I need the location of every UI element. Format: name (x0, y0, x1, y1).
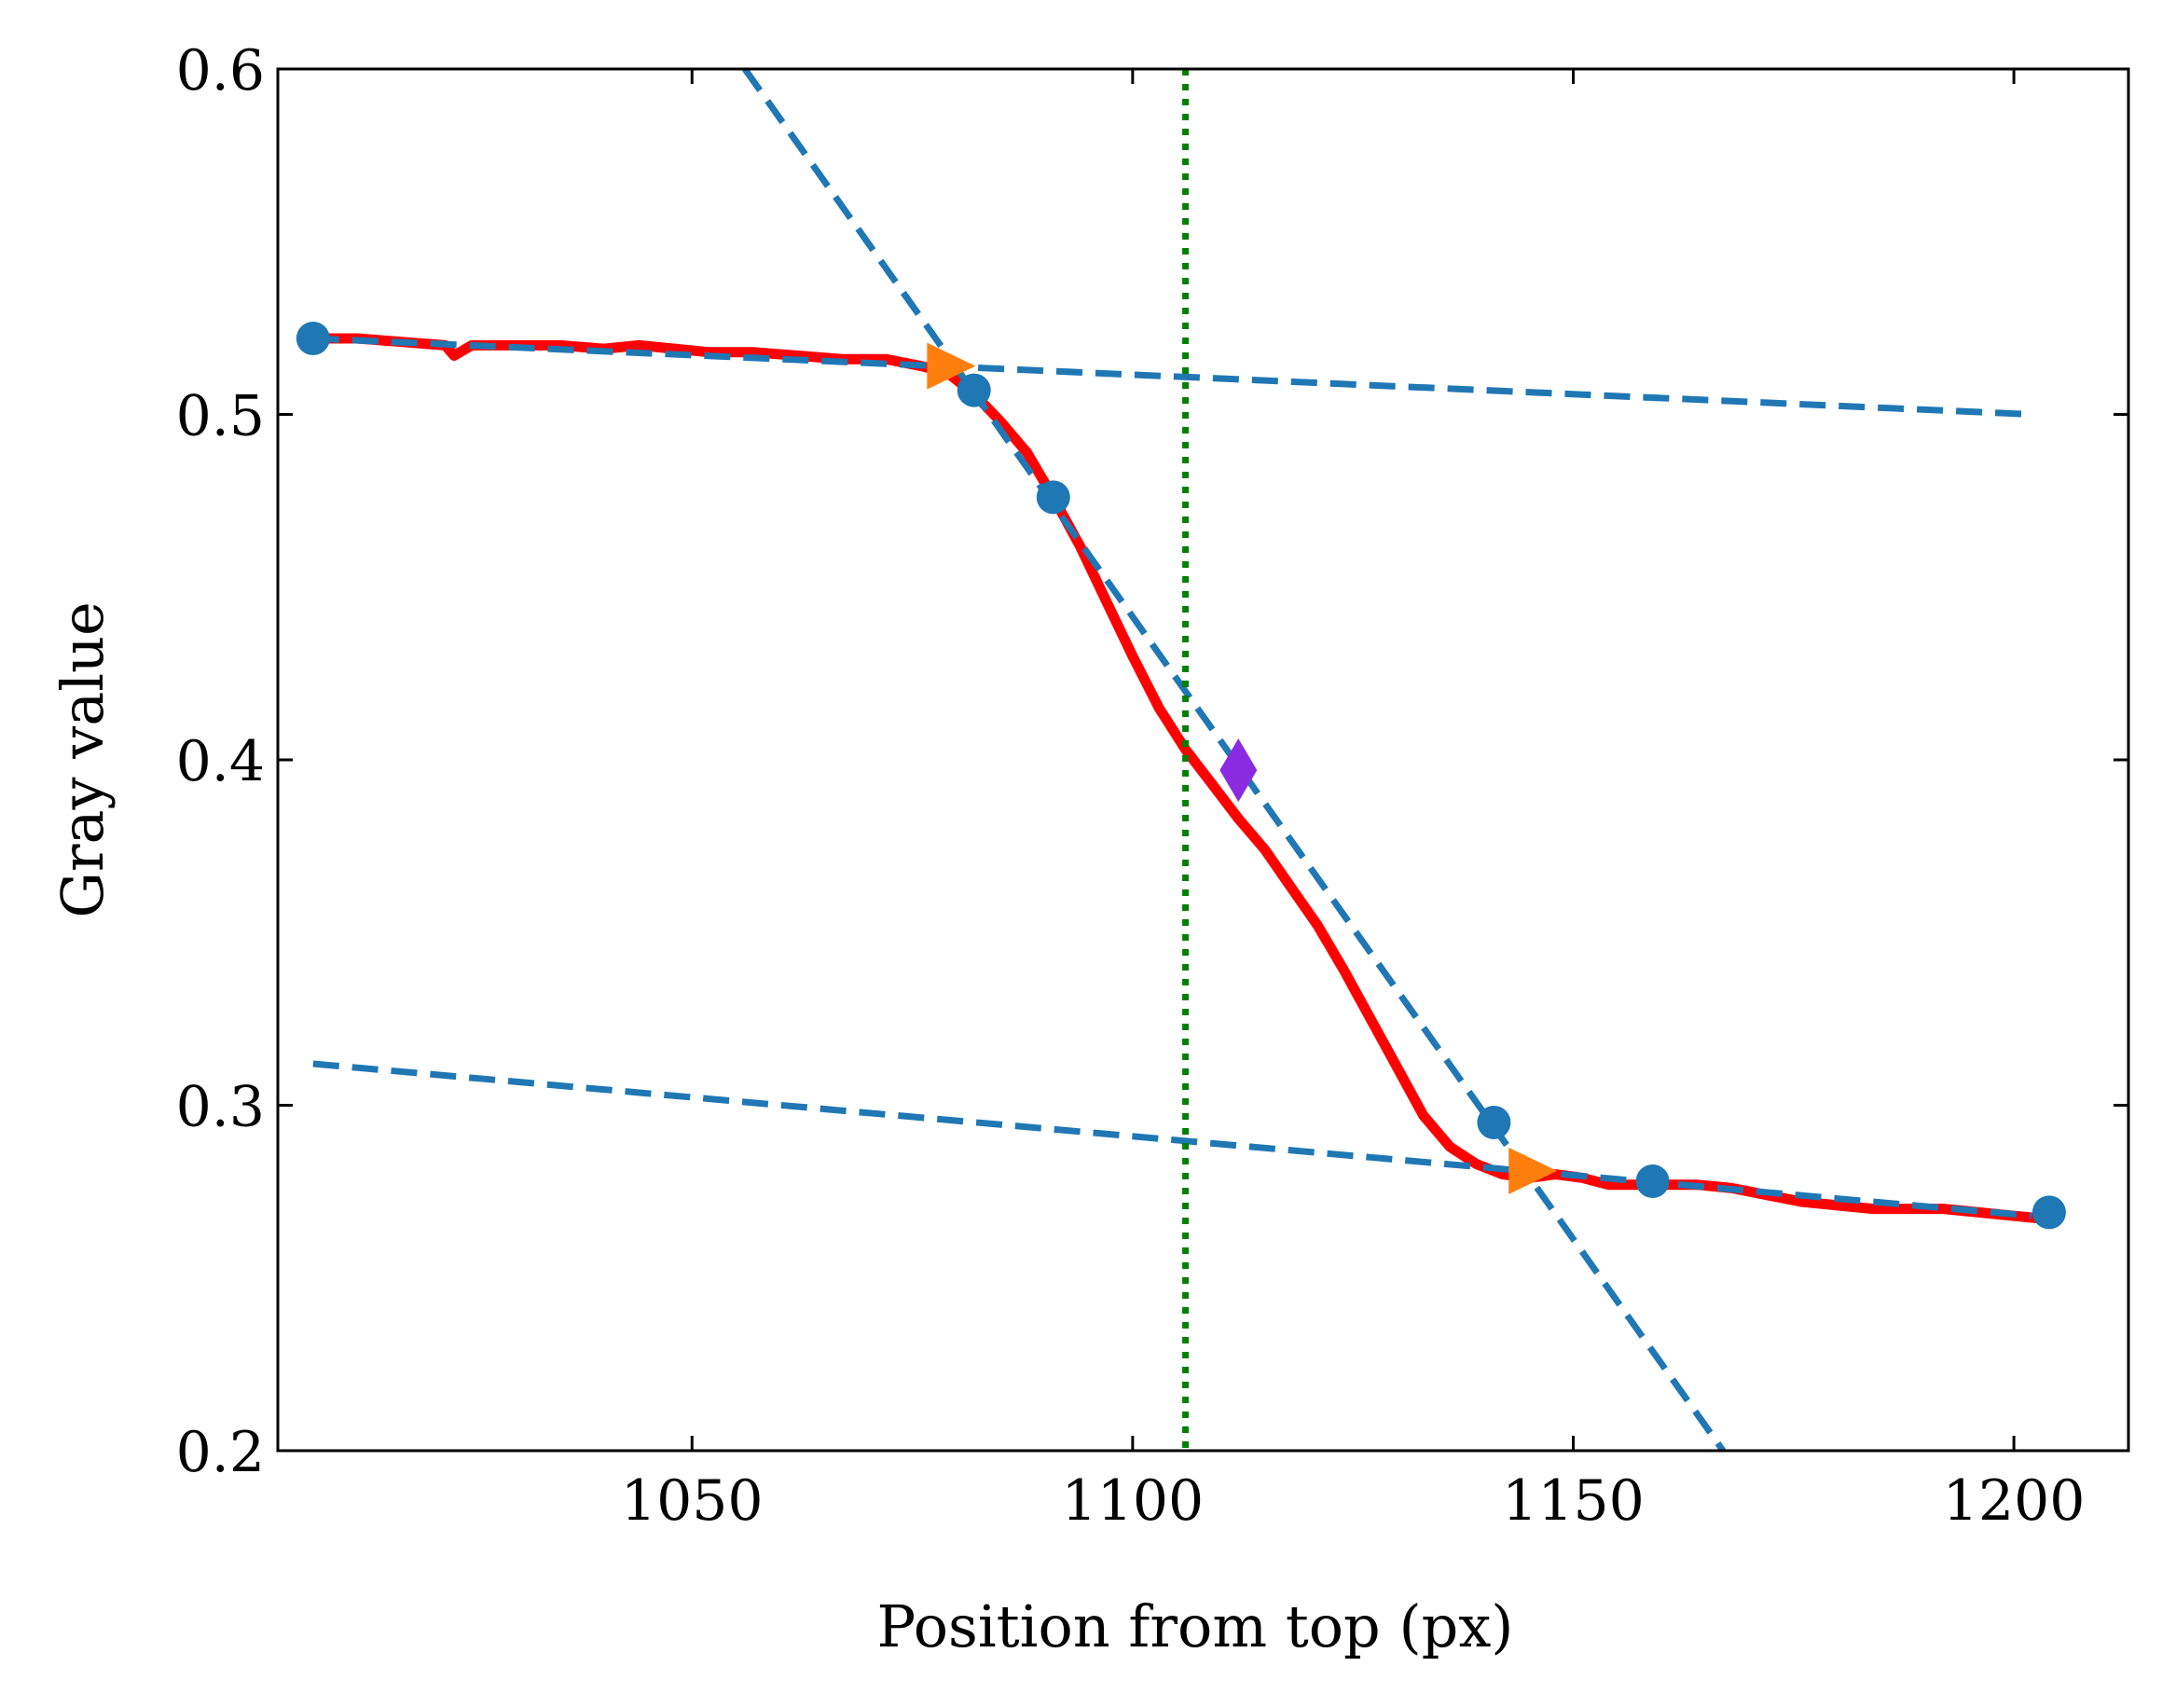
x-tick-label: 1100 (1062, 1468, 1205, 1534)
fit-line-2 (312, 1060, 2032, 1219)
plot-area (296, 69, 2066, 1451)
x-tick-label: 1050 (621, 1468, 764, 1534)
fit-line-1 (312, 335, 2032, 418)
y-tick-label: 0.5 (176, 384, 265, 449)
x-tick-label: 1200 (1943, 1468, 2086, 1534)
y-tick-label: 0.6 (176, 38, 265, 103)
fit-point (1477, 1106, 1511, 1140)
midpoint-marker (1219, 738, 1258, 803)
intersection-marker (1508, 1147, 1558, 1194)
y-axis-label: Gray value (48, 601, 117, 917)
fit-point (1635, 1164, 1670, 1199)
axis-ticks: 1050 1100 1150 1200 0.2 0.3 0.4 0.5 0.6 (176, 38, 2128, 1534)
fit-point (1036, 480, 1070, 515)
fit-point (957, 373, 991, 407)
intersection-marker (927, 342, 976, 390)
fit-point (296, 321, 330, 355)
x-axis-label: Position from top (px) (877, 1592, 1514, 1660)
fit-point (2031, 1195, 2066, 1230)
y-tick-label: 0.4 (176, 729, 265, 794)
y-tick-label: 0.3 (176, 1075, 265, 1140)
y-tick-label: 0.2 (176, 1420, 265, 1485)
x-tick-label: 1150 (1502, 1468, 1645, 1534)
